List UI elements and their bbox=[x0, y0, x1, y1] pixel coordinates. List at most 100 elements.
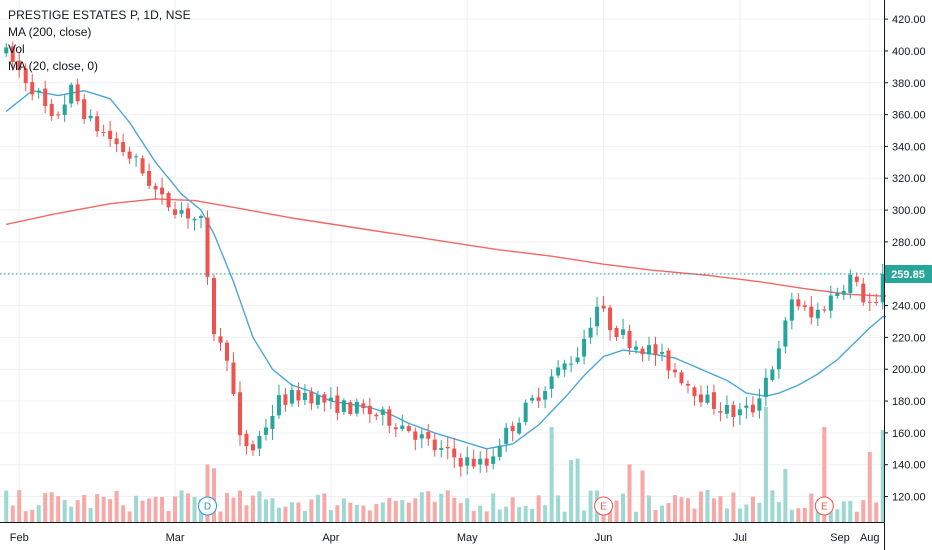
candle-body bbox=[95, 116, 100, 132]
volume-bar bbox=[393, 500, 398, 522]
volume-bar bbox=[218, 511, 223, 522]
price-tick-label: 220.00 bbox=[892, 332, 926, 344]
price-tick-label: 180.00 bbox=[892, 396, 926, 408]
volume-bar bbox=[380, 502, 385, 522]
volume-bar bbox=[205, 464, 210, 522]
volume-bar bbox=[322, 493, 327, 522]
candle-body bbox=[374, 414, 379, 417]
candle-body bbox=[679, 372, 684, 384]
candle-body bbox=[380, 409, 385, 415]
volume-bar bbox=[692, 508, 697, 522]
volume-bar bbox=[698, 491, 703, 522]
price-tick-label: 300.00 bbox=[892, 205, 926, 217]
candle-body bbox=[114, 138, 119, 145]
candle-body bbox=[211, 278, 217, 335]
volume-bar bbox=[718, 496, 723, 522]
candle-body bbox=[750, 404, 755, 413]
indicator-ma200[interactable]: MA (200, close) bbox=[8, 25, 92, 39]
volume-bar bbox=[328, 510, 333, 522]
volume-bar bbox=[556, 495, 561, 522]
volume-bar bbox=[679, 497, 684, 522]
candle-body bbox=[614, 327, 619, 338]
candle-body bbox=[556, 367, 561, 376]
volume-bar bbox=[335, 505, 340, 522]
candle-body bbox=[270, 415, 275, 429]
time-tick-label: Jul bbox=[733, 532, 747, 544]
volume-bar bbox=[854, 511, 859, 522]
candle-body bbox=[601, 305, 606, 309]
candle-body bbox=[672, 369, 678, 373]
volume-bar bbox=[108, 499, 113, 522]
candle-body bbox=[809, 306, 814, 318]
candle-body bbox=[640, 348, 645, 355]
volume-bar bbox=[192, 497, 197, 522]
candle-body bbox=[562, 363, 567, 370]
candle-body bbox=[49, 104, 54, 117]
volume-bar bbox=[621, 493, 626, 522]
candle-body bbox=[796, 299, 801, 307]
volume-bar bbox=[783, 468, 788, 522]
volume-bar bbox=[705, 490, 710, 522]
volume-bar bbox=[484, 511, 489, 522]
volume-bar bbox=[43, 493, 48, 522]
candle-body bbox=[724, 404, 729, 414]
candle-body bbox=[341, 400, 346, 412]
volume-bar bbox=[276, 507, 281, 522]
candle-body bbox=[627, 330, 632, 349]
candle-body bbox=[387, 409, 392, 426]
volume-bar bbox=[750, 496, 755, 522]
grid bbox=[0, 0, 884, 522]
candle-body bbox=[173, 209, 178, 215]
candle-body bbox=[517, 422, 522, 434]
candle-body bbox=[361, 403, 366, 409]
candle-body bbox=[692, 387, 697, 397]
candle-body bbox=[166, 193, 171, 208]
volume-bar bbox=[634, 511, 639, 522]
candle-body bbox=[186, 208, 191, 219]
volume-bar bbox=[114, 491, 119, 522]
volume-bar bbox=[458, 503, 463, 522]
price-tick-label: 200.00 bbox=[892, 364, 926, 376]
candle-body bbox=[491, 456, 496, 464]
volume-bar bbox=[160, 497, 165, 522]
indicator-volume[interactable]: Vol bbox=[8, 42, 25, 56]
candle-body bbox=[582, 338, 587, 357]
last-price-tag: 259.85 bbox=[885, 264, 932, 283]
volume-bar bbox=[848, 500, 853, 522]
volume-bar bbox=[95, 494, 100, 522]
symbol-title[interactable]: PRESTIGE ESTATES P, 1D, NSE bbox=[8, 8, 191, 22]
candle-body bbox=[835, 293, 840, 297]
candle-body bbox=[413, 431, 418, 440]
volume-bar bbox=[127, 511, 132, 522]
volume-bar bbox=[257, 491, 262, 522]
price-tick-label: 420.00 bbox=[892, 14, 926, 26]
candle-body bbox=[471, 458, 476, 467]
candle-body bbox=[867, 301, 872, 303]
candle-body bbox=[666, 350, 671, 371]
candle-body bbox=[263, 427, 268, 435]
volume-bar bbox=[341, 498, 346, 522]
volume-bar bbox=[666, 503, 671, 522]
volume-bar bbox=[419, 492, 424, 522]
candle-body bbox=[484, 458, 489, 466]
candle-body bbox=[134, 156, 139, 158]
volume-bar bbox=[815, 504, 820, 522]
candle-body bbox=[153, 186, 158, 190]
candle-body bbox=[199, 216, 204, 219]
volume-bar bbox=[140, 500, 145, 522]
volume-bar bbox=[348, 502, 353, 522]
candle-body bbox=[56, 114, 61, 116]
candle-body bbox=[192, 218, 197, 221]
candle-body bbox=[575, 357, 580, 363]
volume-bar bbox=[588, 490, 593, 522]
candle-body bbox=[608, 307, 613, 331]
candle-body bbox=[465, 457, 470, 466]
volume-bar bbox=[17, 490, 22, 522]
indicator-ma20[interactable]: MA (20, close, 0) bbox=[8, 59, 99, 73]
volume-bar bbox=[614, 500, 619, 522]
price-tick-label: 340.00 bbox=[892, 141, 926, 153]
volume-bar bbox=[211, 468, 217, 522]
candle-body bbox=[322, 394, 327, 403]
